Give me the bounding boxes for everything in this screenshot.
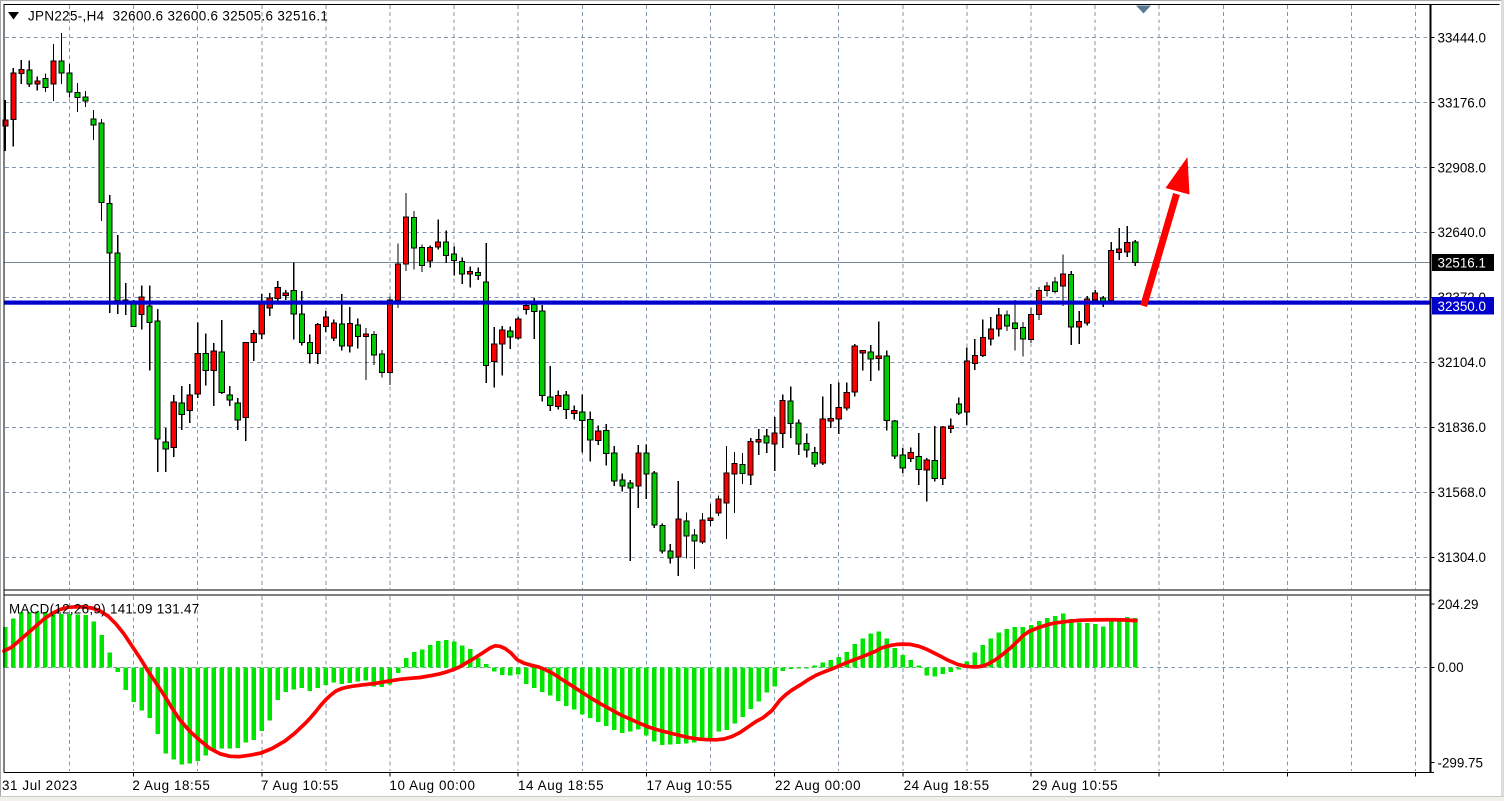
svg-text:7 Aug 10:55: 7 Aug 10:55 [261, 778, 339, 793]
svg-text:JPN225-,H4 32600.6 32600.6 32: JPN225-,H4 32600.6 32600.6 32505.6 32516… [28, 9, 328, 24]
svg-text:32350.0: 32350.0 [1438, 299, 1486, 314]
svg-text:2 Aug 18:55: 2 Aug 18:55 [132, 778, 210, 793]
svg-text:22 Aug 00:00: 22 Aug 00:00 [775, 778, 861, 793]
svg-text:204.29: 204.29 [1438, 597, 1479, 612]
svg-text:31568.0: 31568.0 [1438, 485, 1486, 500]
svg-text:17 Aug 10:55: 17 Aug 10:55 [647, 778, 733, 793]
svg-text:29 Aug 10:55: 29 Aug 10:55 [1032, 778, 1118, 793]
svg-text:-299.75: -299.75 [1438, 755, 1483, 770]
svg-text:31836.0: 31836.0 [1438, 420, 1486, 435]
svg-text:MACD(12,26,9) 141.09 131.47: MACD(12,26,9) 141.09 131.47 [9, 602, 199, 617]
svg-text:14 Aug 18:55: 14 Aug 18:55 [518, 778, 604, 793]
svg-text:31 Jul 2023: 31 Jul 2023 [2, 778, 78, 793]
svg-text:0.00: 0.00 [1438, 660, 1464, 675]
svg-text:24 Aug 18:55: 24 Aug 18:55 [904, 778, 990, 793]
svg-text:33176.0: 33176.0 [1438, 95, 1486, 110]
svg-text:32516.1: 32516.1 [1438, 255, 1486, 270]
svg-text:10 Aug 00:00: 10 Aug 00:00 [389, 778, 475, 793]
svg-text:32640.0: 32640.0 [1438, 225, 1486, 240]
svg-text:33444.0: 33444.0 [1438, 30, 1486, 45]
svg-text:32104.0: 32104.0 [1438, 355, 1486, 370]
svg-text:32908.0: 32908.0 [1438, 160, 1486, 175]
svg-text:31304.0: 31304.0 [1438, 550, 1486, 565]
